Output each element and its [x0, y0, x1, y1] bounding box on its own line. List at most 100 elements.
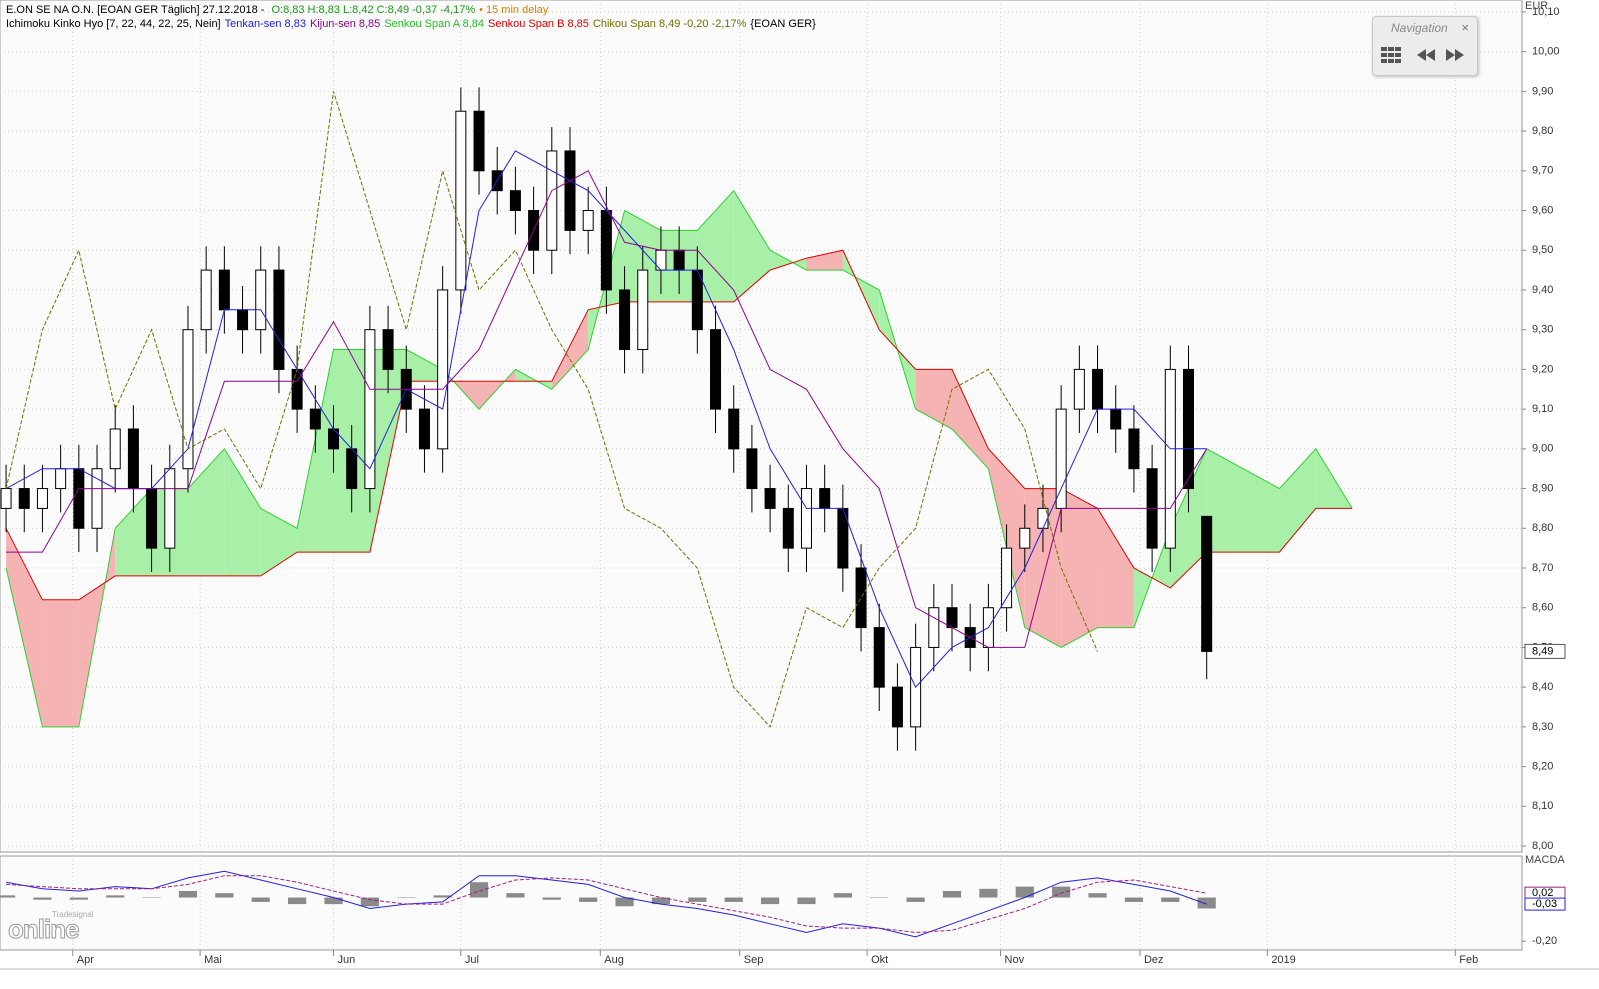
candle-body — [691, 269, 703, 331]
y-tick-label: 8,00 — [1532, 840, 1553, 852]
header-segment: Ichimoku Kinko Hyo [7, 22, 44, 22, 25, N… — [6, 18, 221, 30]
logo-small: Tradesignal — [52, 910, 94, 919]
header-line-2: Ichimoku Kinko Hyo [7, 22, 44, 22, 25, N… — [6, 18, 820, 30]
y-tick-label: 9,40 — [1532, 284, 1553, 296]
candle-body — [455, 110, 467, 291]
y-tick-label: 10,10 — [1532, 6, 1560, 18]
histogram-bar — [69, 897, 88, 900]
grid-icon[interactable] — [1381, 47, 1401, 63]
header-segment: • 15 min delay — [479, 4, 549, 16]
candle-body — [509, 190, 521, 212]
histogram-bar — [251, 897, 270, 902]
y-tick-label: 10,00 — [1532, 46, 1560, 58]
forward-icon[interactable] — [1446, 49, 1464, 61]
y-tick-label: 8,60 — [1532, 602, 1553, 614]
candle-body — [473, 110, 485, 172]
candle-body — [309, 408, 321, 430]
navigation-title: Navigation — [1391, 21, 1448, 35]
candle-body — [819, 488, 831, 509]
cloud-segment — [224, 448, 261, 576]
candle-body — [127, 428, 139, 490]
candle-body — [73, 468, 85, 529]
candle-body — [182, 329, 194, 470]
histogram-bar — [1124, 897, 1144, 902]
candle-body — [782, 507, 794, 549]
price-pane — [0, 0, 1523, 853]
candle-body — [1073, 368, 1085, 410]
macd-title: MACDA — [1525, 854, 1565, 866]
histogram-bar — [142, 897, 161, 899]
histogram-bar — [0, 895, 16, 898]
histogram-bar — [397, 897, 416, 899]
x-tick-label: Aug — [604, 954, 624, 966]
last-value-label: 0,02 — [1532, 887, 1553, 899]
histogram-bar — [870, 897, 889, 899]
candle-body — [764, 488, 776, 509]
candle-body — [91, 468, 103, 529]
navigation-icons — [1381, 47, 1464, 63]
histogram-bar — [1088, 893, 1107, 898]
candle-body — [36, 488, 48, 509]
cloud-segment — [187, 448, 225, 576]
histogram-bar — [651, 897, 671, 905]
candle-body — [0, 488, 12, 509]
candle-body — [328, 428, 340, 450]
candle-body — [1055, 408, 1067, 509]
navigation-panel[interactable]: Navigation × — [1372, 16, 1478, 76]
histogram-bar — [1197, 897, 1216, 909]
candle-body — [273, 269, 285, 370]
header-segment: Chikou Span 8,49 -0,20 -2,17% — [592, 18, 747, 30]
y-tick-label: 8,70 — [1532, 562, 1553, 574]
histogram-bar — [288, 897, 307, 905]
indicator-line — [5, 150, 1207, 689]
candle-body — [200, 269, 212, 331]
histogram-bar — [833, 893, 852, 898]
cloud-segment — [697, 190, 734, 302]
histogram-bar — [1015, 886, 1034, 898]
y-tick-label: 8,20 — [1532, 761, 1553, 773]
x-tick-label: Okt — [871, 954, 888, 966]
cloud-segment — [1206, 448, 1244, 553]
candle-body — [600, 210, 612, 291]
candle-body — [382, 329, 394, 370]
candle-body — [346, 448, 358, 490]
cloud-segment — [1061, 488, 1098, 648]
y-tick-label: 9,00 — [1532, 443, 1553, 455]
cloud-segment — [1024, 488, 1062, 648]
y-tick-label: 8,80 — [1532, 522, 1553, 534]
candle-body — [55, 468, 67, 490]
candle-body — [873, 627, 885, 688]
histogram-bar — [506, 893, 525, 898]
candle-body — [1182, 368, 1194, 490]
x-tick-label: Sep — [744, 954, 764, 966]
cloud-segment — [551, 309, 589, 390]
histogram-bar — [615, 897, 634, 907]
histogram-bar — [433, 895, 452, 898]
rewind-icon[interactable] — [1417, 49, 1435, 61]
price-tag-label: 8,49 — [1532, 645, 1553, 657]
candle-body — [619, 289, 631, 351]
histogram-bar — [688, 897, 707, 902]
histogram-bar — [797, 897, 816, 905]
cloud-segment — [733, 190, 771, 302]
candle-body — [437, 289, 449, 450]
cloud-segment — [1097, 508, 1134, 628]
histogram-bar — [178, 890, 198, 898]
x-tick-label: Nov — [1005, 954, 1025, 966]
x-tick-label: Mai — [204, 954, 222, 966]
indicator-line — [5, 91, 1098, 728]
candle-body — [146, 488, 158, 549]
candle-body — [1001, 547, 1013, 609]
header-segment: {EOAN GER} — [750, 18, 816, 30]
cloud-segment — [1243, 468, 1280, 553]
header-segment: Senkou Span B 8,85 — [488, 18, 589, 30]
candle-body — [364, 329, 376, 490]
cloud-segment — [1279, 448, 1316, 553]
close-button[interactable]: × — [1461, 20, 1469, 35]
candle-body — [418, 408, 430, 450]
candle-body — [546, 150, 558, 251]
y-tick-label: 9,10 — [1532, 403, 1553, 415]
cloud-span-line — [5, 249, 1353, 601]
